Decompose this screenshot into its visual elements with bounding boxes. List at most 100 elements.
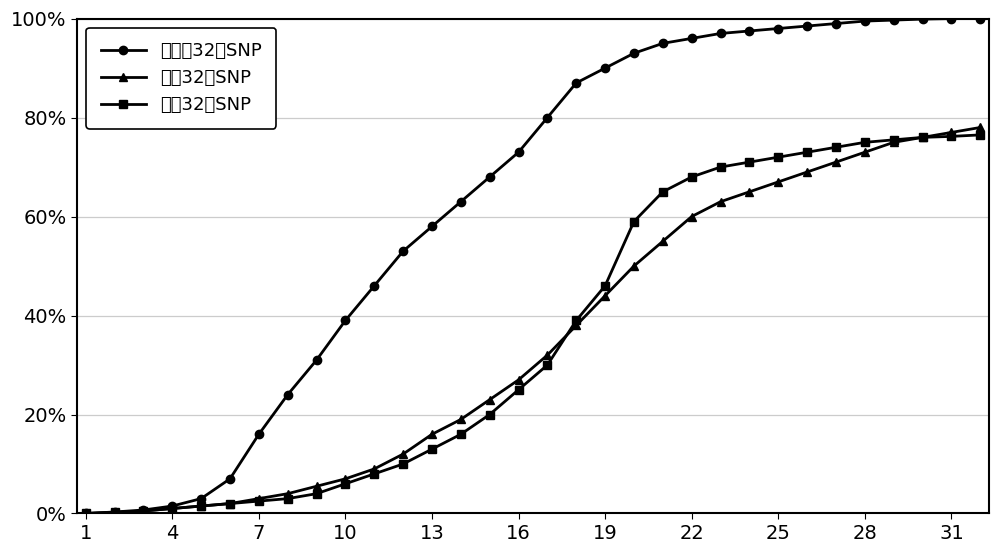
品种32个SNP (311, 490, 323, 497)
随机32个SNP (195, 502, 207, 509)
品种32个SNP (426, 446, 438, 453)
本申请32个SNP (541, 114, 553, 121)
品种32个SNP (137, 507, 149, 514)
本申请32个SNP (253, 431, 265, 438)
品种32个SNP (253, 498, 265, 505)
随机32个SNP (830, 159, 842, 166)
品种32个SNP (830, 144, 842, 151)
本申请32个SNP (917, 16, 929, 22)
品种32个SNP (945, 133, 957, 140)
随机32个SNP (715, 198, 727, 205)
本申请32个SNP (715, 30, 727, 37)
随机32个SNP (166, 505, 178, 512)
随机32个SNP (224, 500, 236, 507)
随机32个SNP (80, 510, 92, 517)
品种32个SNP (224, 500, 236, 507)
随机32个SNP (917, 134, 929, 141)
品种32个SNP (397, 461, 409, 468)
本申请32个SNP (426, 223, 438, 230)
本申请32个SNP (628, 50, 640, 57)
本申请32个SNP (484, 173, 496, 180)
随机32个SNP (541, 352, 553, 358)
本申请32个SNP (80, 510, 92, 517)
品种32个SNP (455, 431, 467, 438)
品种32个SNP (513, 387, 525, 393)
本申请32个SNP (397, 248, 409, 254)
随机32个SNP (628, 263, 640, 269)
随机32个SNP (859, 149, 871, 156)
品种32个SNP (166, 505, 178, 512)
品种32个SNP (859, 139, 871, 146)
随机32个SNP (801, 169, 813, 176)
品种32个SNP (368, 470, 380, 477)
本申请32个SNP (282, 391, 294, 398)
本申请32个SNP (195, 495, 207, 502)
品种32个SNP (109, 509, 121, 516)
随机32个SNP (137, 507, 149, 514)
随机32个SNP (599, 293, 611, 299)
随机32个SNP (282, 490, 294, 497)
本申请32个SNP (166, 502, 178, 509)
品种32个SNP (686, 173, 698, 180)
品种32个SNP (484, 411, 496, 418)
品种32个SNP (888, 136, 900, 143)
随机32个SNP (743, 188, 755, 195)
本申请32个SNP (888, 17, 900, 23)
随机32个SNP (484, 396, 496, 403)
随机32个SNP (888, 139, 900, 146)
品种32个SNP (570, 317, 582, 324)
品种32个SNP (628, 218, 640, 225)
品种32个SNP (339, 480, 351, 487)
本申请32个SNP (859, 18, 871, 24)
本申请32个SNP (137, 507, 149, 514)
随机32个SNP (945, 129, 957, 136)
品种32个SNP (195, 502, 207, 509)
随机32个SNP (570, 322, 582, 329)
随机32个SNP (455, 416, 467, 423)
Line: 随机32个SNP: 随机32个SNP (82, 124, 984, 517)
随机32个SNP (513, 377, 525, 383)
随机32个SNP (772, 178, 784, 185)
品种32个SNP (657, 188, 669, 195)
本申请32个SNP (743, 28, 755, 34)
随机32个SNP (397, 451, 409, 458)
品种32个SNP (772, 154, 784, 161)
本申请32个SNP (657, 40, 669, 47)
本申请32个SNP (109, 509, 121, 515)
本申请32个SNP (772, 25, 784, 32)
本申请32个SNP (224, 475, 236, 482)
本申请32个SNP (801, 23, 813, 29)
品种32个SNP (715, 164, 727, 171)
品种32个SNP (282, 495, 294, 502)
随机32个SNP (339, 475, 351, 482)
品种32个SNP (917, 134, 929, 141)
品种32个SNP (541, 362, 553, 368)
随机32个SNP (311, 483, 323, 490)
品种32个SNP (80, 510, 92, 517)
本申请32个SNP (570, 80, 582, 86)
本申请32个SNP (830, 20, 842, 27)
品种32个SNP (801, 149, 813, 156)
随机32个SNP (686, 213, 698, 220)
随机32个SNP (974, 124, 986, 131)
品种32个SNP (599, 283, 611, 289)
本申请32个SNP (974, 16, 986, 22)
本申请32个SNP (455, 198, 467, 205)
本申请32个SNP (339, 317, 351, 324)
随机32个SNP (368, 465, 380, 472)
本申请32个SNP (368, 283, 380, 289)
随机32个SNP (426, 431, 438, 438)
本申请32个SNP (311, 357, 323, 363)
Legend: 本申请32个SNP, 随机32个SNP, 品种32个SNP: 本申请32个SNP, 随机32个SNP, 品种32个SNP (86, 28, 276, 129)
Line: 本申请32个SNP: 本申请32个SNP (82, 14, 984, 517)
本申请32个SNP (513, 149, 525, 156)
本申请32个SNP (945, 16, 957, 22)
随机32个SNP (253, 495, 265, 502)
品种32个SNP (743, 159, 755, 166)
随机32个SNP (657, 238, 669, 245)
本申请32个SNP (599, 65, 611, 71)
Line: 品种32个SNP: 品种32个SNP (82, 131, 984, 517)
随机32个SNP (109, 509, 121, 516)
本申请32个SNP (686, 35, 698, 42)
品种32个SNP (974, 132, 986, 138)
